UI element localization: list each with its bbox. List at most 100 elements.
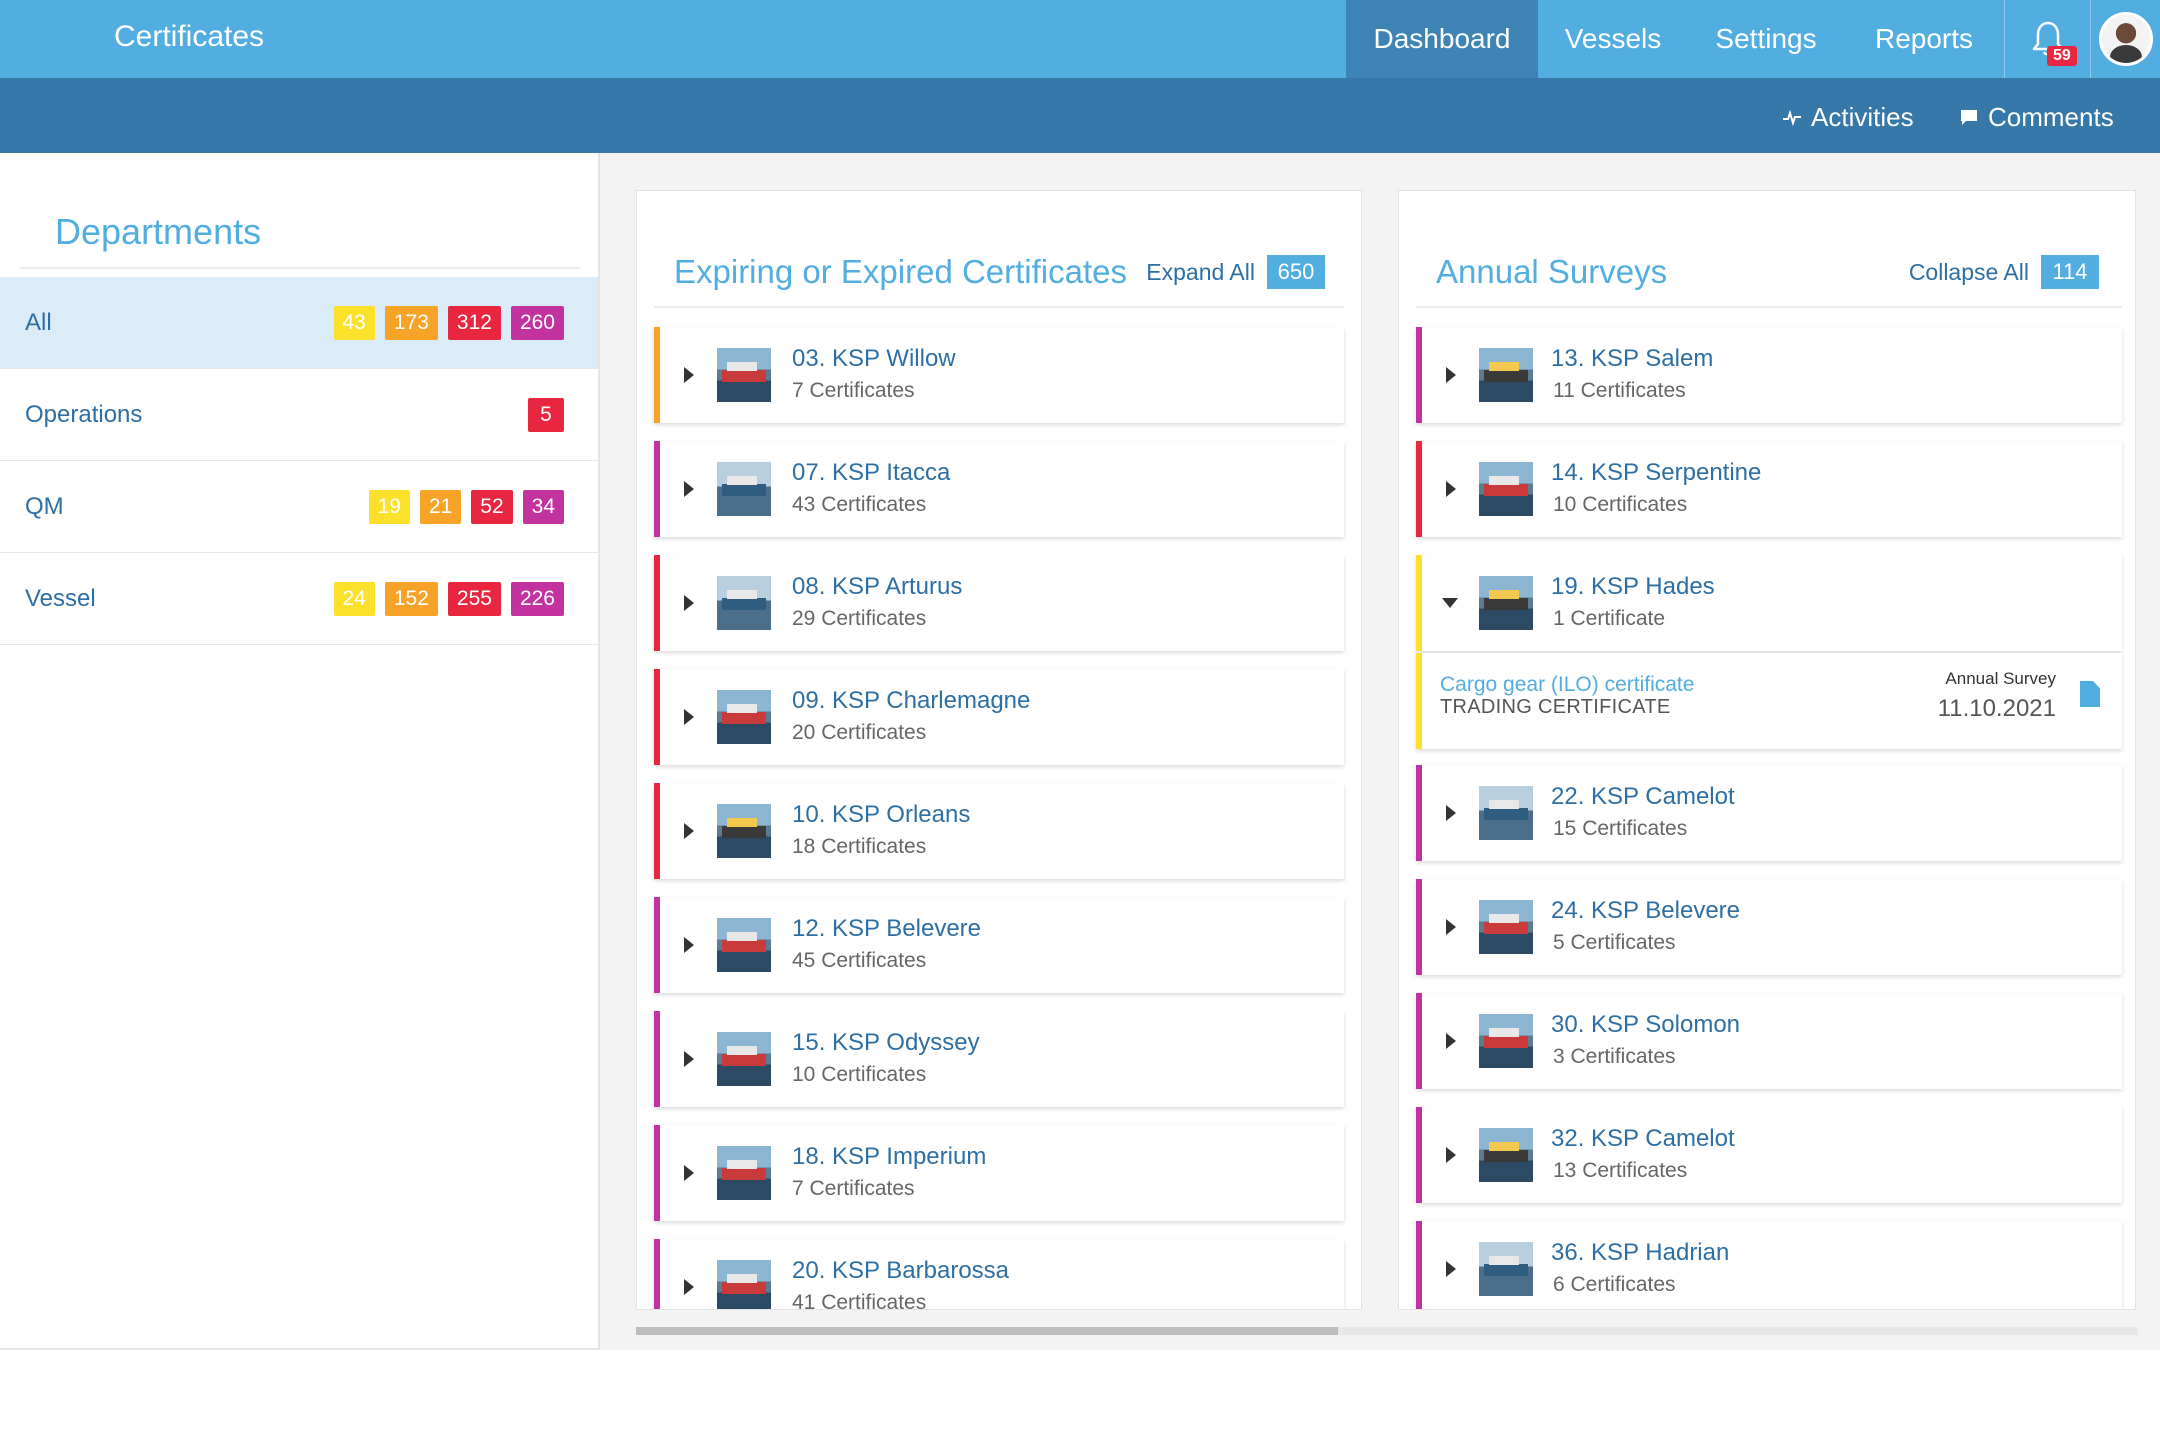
badge-yellow: 43 xyxy=(333,305,375,340)
certificate-count: 15 Certificates xyxy=(1553,817,1688,840)
vessel-card[interactable]: 22. KSP Camelot 15 Certificates xyxy=(1416,765,2122,861)
expand-caret-icon[interactable] xyxy=(684,367,694,383)
vessel-thumbnail xyxy=(717,1260,771,1309)
scrollbar-thumb[interactable] xyxy=(636,1327,1338,1335)
expand-caret-icon[interactable] xyxy=(684,709,694,725)
app-title: Certificates xyxy=(114,20,265,53)
department-item-vessel[interactable]: Vessel 24 152 255 226 xyxy=(0,553,598,645)
vessel-card[interactable]: 13. KSP Salem 11 Certificates xyxy=(1416,327,2122,423)
department-item-all[interactable]: All 43 173 312 260 xyxy=(0,277,598,369)
department-item-qm[interactable]: QM 19 21 52 34 xyxy=(0,461,598,553)
tab-dashboard[interactable]: Dashboard xyxy=(1346,0,1538,78)
tab-settings[interactable]: Settings xyxy=(1715,23,1817,54)
vessel-name: 10. KSP Orleans xyxy=(792,801,971,828)
tab-reports[interactable]: Reports xyxy=(1874,23,1974,54)
certificate-count: 1 Certificate xyxy=(1553,607,1666,630)
expand-caret-icon[interactable] xyxy=(1446,805,1456,821)
vessel-card[interactable]: 03. KSP Willow 7 Certificates xyxy=(654,327,1344,423)
annual-surveys-panel: Annual Surveys Collapse All 114 13. KSP … xyxy=(1398,190,2136,1310)
vessel-card[interactable]: 10. KSP Orleans 18 Certificates xyxy=(654,783,1344,879)
expand-caret-icon[interactable] xyxy=(684,823,694,839)
collapse-caret-icon[interactable] xyxy=(1442,598,1458,608)
vessel-card[interactable]: 32. KSP Camelot 13 Certificates xyxy=(1416,1107,2122,1203)
expand-caret-icon[interactable] xyxy=(684,1051,694,1067)
notifications-button[interactable]: 59 xyxy=(2004,0,2090,78)
vessel-thumbnail xyxy=(1479,1242,1533,1296)
expand-caret-icon[interactable] xyxy=(1446,1261,1456,1277)
expand-caret-icon[interactable] xyxy=(684,481,694,497)
vessel-name: 09. KSP Charlemagne xyxy=(792,687,1031,714)
comment-icon xyxy=(1961,109,1977,125)
vessel-thumbnail xyxy=(717,1032,771,1086)
vessel-card[interactable]: 07. KSP Itacca 43 Certificates xyxy=(654,441,1344,537)
vessel-card[interactable]: 30. KSP Solomon 3 Certificates xyxy=(1416,993,2122,1089)
expand-caret-icon[interactable] xyxy=(1446,481,1456,497)
department-item-operations[interactable]: Operations 5 xyxy=(0,369,598,461)
departments-sidebar: Departments All 43 173 312 260 Operation… xyxy=(0,153,600,1350)
department-badges: 43 173 312 260 xyxy=(333,305,564,340)
certificate-count: 13 Certificates xyxy=(1553,1159,1688,1182)
badge-red: 255 xyxy=(447,581,501,616)
expand-caret-icon[interactable] xyxy=(684,1279,694,1295)
collapse-all-label: Collapse All xyxy=(1908,258,2029,285)
vessel-card-expanded[interactable]: 19. KSP Hades 1 Certificate xyxy=(1416,555,2122,651)
certificate-link[interactable]: Cargo gear (ILO) certificate xyxy=(1440,673,1695,696)
vessel-card[interactable]: 12. KSP Belevere 45 Certificates xyxy=(654,897,1344,993)
expand-caret-icon[interactable] xyxy=(1446,1147,1456,1163)
vessel-name: 13. KSP Salem xyxy=(1551,345,1714,372)
badge-red: 5 xyxy=(528,397,564,432)
expand-caret-icon[interactable] xyxy=(684,937,694,953)
vessel-card[interactable]: 36. KSP Hadrian 6 Certificates xyxy=(1416,1221,2122,1309)
certificate-count: 43 Certificates xyxy=(792,493,927,516)
expand-caret-icon[interactable] xyxy=(1446,1033,1456,1049)
activities-button[interactable]: Activities xyxy=(1783,102,1914,133)
vessel-thumbnail xyxy=(717,462,771,516)
divider xyxy=(654,306,1344,308)
certificate-count: 20 Certificates xyxy=(792,721,927,744)
count-badge: 650 xyxy=(1267,255,1325,289)
certificate-count: 5 Certificates xyxy=(1553,931,1676,954)
comments-button[interactable]: Comments xyxy=(1960,102,2114,133)
certificate-count: 29 Certificates xyxy=(792,607,927,630)
badge-orange: 21 xyxy=(419,489,462,524)
vessel-name: 07. KSP Itacca xyxy=(792,459,951,486)
certificate-detail-row: Cargo gear (ILO) certificate TRADING CER… xyxy=(1416,653,2122,749)
avatar xyxy=(2098,12,2153,66)
tab-vessels[interactable]: Vessels xyxy=(1564,23,1662,54)
badge-yellow: 19 xyxy=(368,489,410,524)
activities-label: Activities xyxy=(1811,102,1914,132)
vessel-thumbnail xyxy=(1479,1014,1533,1068)
vessel-card[interactable]: 14. KSP Serpentine 10 Certificates xyxy=(1416,441,2122,537)
expand-all-button[interactable]: Expand All 650 xyxy=(1146,255,1325,289)
department-badges: 19 21 52 34 xyxy=(368,489,564,524)
collapse-all-button[interactable]: Collapse All 114 xyxy=(1909,255,2099,289)
vessel-thumbnail xyxy=(1479,462,1533,516)
panel-title: Annual Surveys xyxy=(1436,253,1668,290)
vessel-card[interactable]: 18. KSP Imperium 7 Certificates xyxy=(654,1125,1344,1221)
vessel-thumbnail xyxy=(717,1146,771,1200)
vessel-name: 12. KSP Belevere xyxy=(792,915,982,942)
top-bar: Certificates Dashboard Vessels Settings … xyxy=(0,0,2160,78)
vessel-thumbnail xyxy=(1479,1128,1533,1182)
department-name: Operations xyxy=(25,400,143,428)
horizontal-scrollbar[interactable] xyxy=(636,1327,2138,1335)
vessel-thumbnail xyxy=(717,918,771,972)
vessel-card[interactable]: 09. KSP Charlemagne 20 Certificates xyxy=(654,669,1344,765)
vessel-card[interactable]: 15. KSP Odyssey 10 Certificates xyxy=(654,1011,1344,1107)
vessel-name: 14. KSP Serpentine xyxy=(1551,459,1762,486)
user-avatar-button[interactable] xyxy=(2090,0,2160,78)
expand-caret-icon[interactable] xyxy=(1446,919,1456,935)
vessel-card[interactable]: 24. KSP Belevere 5 Certificates xyxy=(1416,879,2122,975)
expand-caret-icon[interactable] xyxy=(1446,367,1456,383)
document-icon[interactable] xyxy=(2080,681,2100,707)
vessel-card[interactable]: 08. KSP Arturus 29 Certificates xyxy=(654,555,1344,651)
certificate-count: 3 Certificates xyxy=(1553,1045,1676,1068)
vessel-card[interactable]: 20. KSP Barbarossa 41 Certificates xyxy=(654,1239,1344,1309)
expand-caret-icon[interactable] xyxy=(684,1165,694,1181)
expand-caret-icon[interactable] xyxy=(684,595,694,611)
certificate-count: 7 Certificates xyxy=(792,379,915,402)
survey-date: 11.10.2021 xyxy=(1937,695,2056,722)
badge-magenta: 260 xyxy=(510,305,564,340)
panel-title: Expiring or Expired Certificates xyxy=(674,253,1128,290)
main-nav: Dashboard Vessels Settings Reports 59 xyxy=(1346,0,2160,78)
